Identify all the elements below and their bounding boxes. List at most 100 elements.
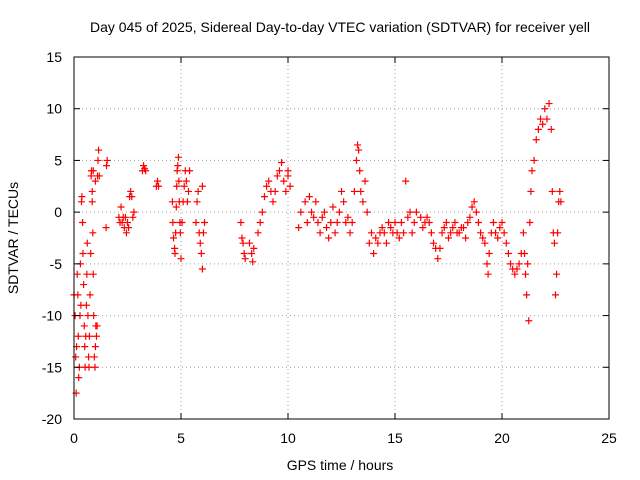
data-point [550,239,558,247]
data-point [125,224,133,232]
data-point [408,229,416,237]
data-point [434,255,442,263]
data-point [90,353,98,361]
data-point [282,187,290,195]
data-point [90,312,98,320]
data-point [297,208,305,216]
data-point [95,146,103,154]
data-point [357,187,365,195]
data-point [92,332,100,340]
data-point [374,239,382,247]
data-point [192,218,200,226]
data-point [355,146,363,154]
data-point [534,125,542,133]
data-point [397,218,405,226]
data-point [183,198,191,206]
data-point [520,250,528,258]
data-point [130,208,138,216]
data-point [547,125,555,133]
data-point [83,239,91,247]
data-point [175,177,183,185]
data-point [173,167,181,175]
data-point [286,182,294,190]
data-point [367,229,375,237]
data-point [329,203,337,211]
data-point [280,177,288,185]
y-ticks: -20 -15 -10 -5 0 5 10 15 [42,49,609,427]
data-point [78,193,86,201]
data-point [194,187,202,195]
data-point [472,208,480,216]
data-point [494,234,502,242]
data-point [74,332,82,340]
data-point [459,224,467,232]
data-point [485,250,493,258]
x-tick-label: 25 [601,430,617,446]
y-tick-label: 15 [46,49,62,65]
data-point [168,198,176,206]
data-point [199,229,207,237]
data-point [348,218,356,226]
data-point [370,250,378,258]
data-point [117,203,125,211]
data-point [496,224,504,232]
data-point [103,156,111,164]
data-point [170,234,178,242]
data-point [263,182,271,190]
data-point [240,250,248,258]
data-point [265,177,273,185]
data-point [417,213,425,221]
data-point [245,239,253,247]
data-point [237,218,245,226]
data-point [93,322,101,330]
data-point [541,105,549,113]
data-point [483,260,491,268]
data-point [239,239,247,247]
data-point [511,270,519,278]
data-point [552,291,559,299]
data-point [250,244,258,252]
data-point [80,322,88,330]
data-point [198,182,206,190]
data-point [489,218,497,226]
data-point [312,198,320,206]
data-point [530,156,538,164]
data-point [127,187,135,195]
data-point [85,332,93,340]
data-point [103,162,111,170]
data-point [557,198,565,206]
data-point [361,177,369,185]
data-point [89,270,97,278]
data-point [539,120,547,128]
data-point [335,208,343,216]
data-point [333,218,341,226]
data-point [440,224,448,232]
data-point [178,218,186,226]
data-point [86,291,94,299]
data-point [438,229,446,237]
data-point [186,167,194,175]
data-point [425,218,433,226]
data-point [182,177,190,185]
data-point [102,224,110,232]
data-point [308,208,316,216]
data-point [248,250,256,258]
y-tick-label: -20 [42,411,62,427]
data-point [449,224,457,232]
data-point [378,224,386,232]
data-point [331,229,339,237]
x-tick-label: 5 [177,430,185,446]
data-point [400,229,408,237]
data-point [502,239,510,247]
data-point [359,198,367,206]
data-point [365,239,373,247]
data-point [88,187,96,195]
data-point [498,218,506,226]
data-point [91,343,99,351]
data-point [180,182,188,190]
data-point [527,187,535,195]
y-tick-label: 5 [54,152,62,168]
y-tick-label: -10 [42,308,62,324]
data-point [451,218,459,226]
